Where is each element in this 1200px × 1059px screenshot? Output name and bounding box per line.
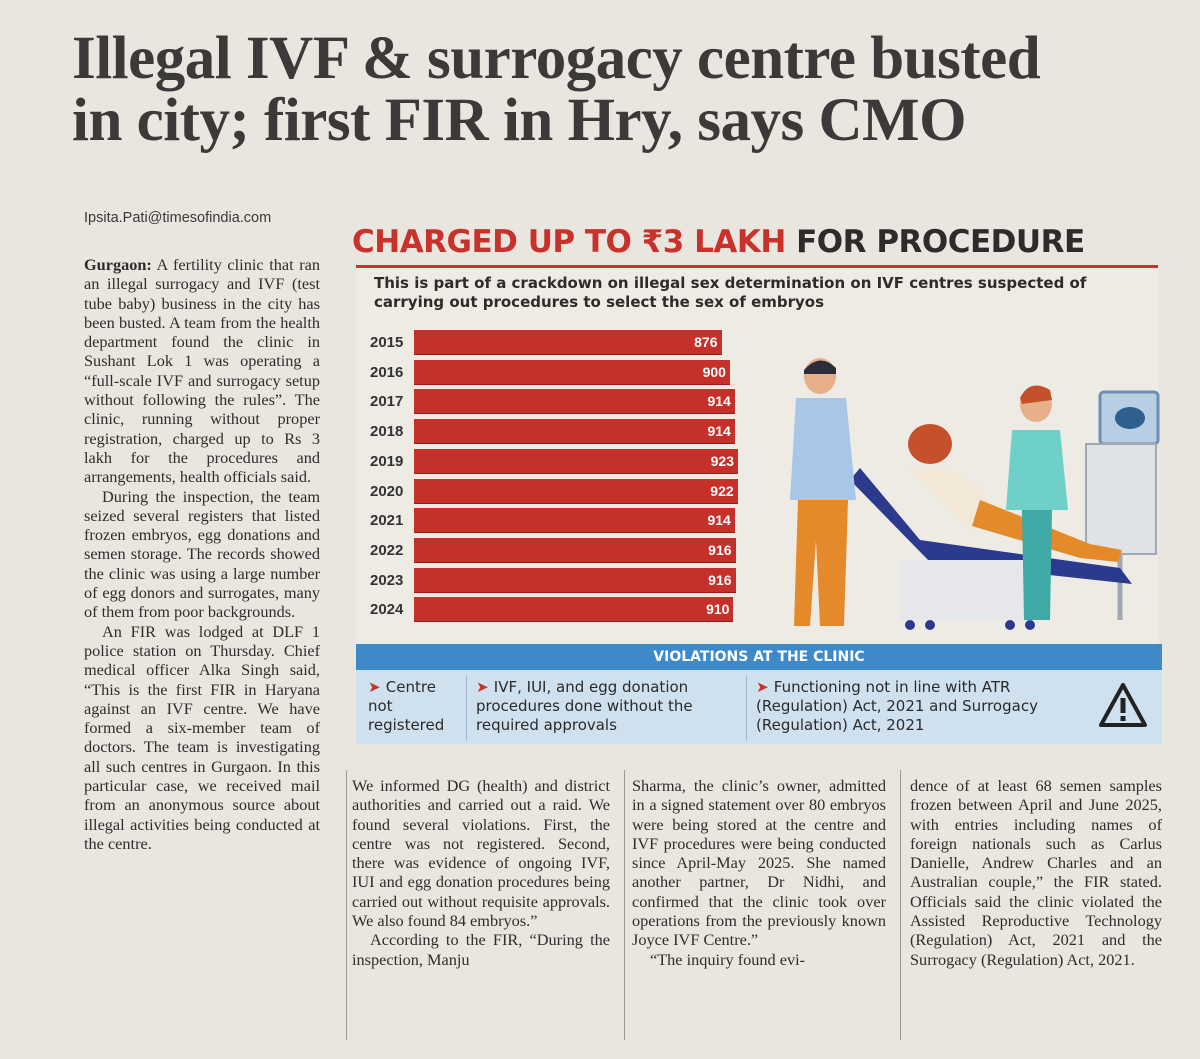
year-label: 2018 xyxy=(370,423,404,441)
doctor-hair xyxy=(804,360,836,374)
arrow-icon: ➤ xyxy=(476,678,494,696)
bar-value-label: 900 xyxy=(702,363,726,380)
bar-value-label: 923 xyxy=(710,452,734,469)
bar: 923 xyxy=(414,448,738,473)
article-column-4: dence of at least 68 semen samples froze… xyxy=(910,776,1162,969)
bar-value-label: 916 xyxy=(708,541,732,558)
bar: 876 xyxy=(414,330,722,354)
bar-value-label: 922 xyxy=(710,482,734,499)
graphic-title-red: CHARGED UP TO ₹3 LAKH xyxy=(352,224,786,260)
bed-wheel xyxy=(925,620,935,630)
bar: 914 xyxy=(414,508,735,533)
article-paragraph: dence of at least 68 semen samples froze… xyxy=(910,776,1162,969)
article-paragraph: An FIR was lodged at DLF 1 police statio… xyxy=(84,621,320,853)
column-rule xyxy=(900,770,901,1040)
article-paragraph: Gurgaon: A fertility clinic that ran an … xyxy=(84,255,320,487)
bed-base xyxy=(900,560,1040,620)
graphic-title: CHARGED UP TO ₹3 LAKH FOR PROCEDURE xyxy=(352,222,1172,262)
headline-line-1: Illegal IVF & surrogacy centre busted xyxy=(72,25,1041,92)
clinic-illustration xyxy=(790,358,1160,630)
bar: 910 xyxy=(414,597,734,622)
bar: 914 xyxy=(414,419,735,444)
article-paragraph: Sharma, the clinic’s owner, admitted in … xyxy=(632,776,886,950)
violation-text: Functioning not in line with ATR (Regula… xyxy=(756,678,1038,734)
bed-wheel xyxy=(1005,620,1015,630)
dateline: Gurgaon: xyxy=(84,255,152,274)
arrow-icon: ➤ xyxy=(756,678,774,696)
column-rule xyxy=(624,770,625,1040)
patient-head xyxy=(908,424,952,464)
doctor-legs xyxy=(794,500,848,626)
year-label: 2021 xyxy=(370,512,404,530)
year-label: 2024 xyxy=(370,601,404,619)
article-paragraph: During the inspection, the team seized s… xyxy=(84,486,320,622)
ultrasound-screen-image xyxy=(1115,407,1145,429)
year-label: 2020 xyxy=(370,482,404,500)
year-label: 2015 xyxy=(370,334,404,351)
violation-divider xyxy=(466,676,467,740)
headline-line-2: in city; first FIR in Hry, says CMO xyxy=(72,87,967,154)
doctor-body xyxy=(790,398,856,500)
bed-wheel xyxy=(1025,620,1035,630)
violation-divider xyxy=(746,676,747,740)
violation-item: ➤ Functioning not in line with ATR (Regu… xyxy=(756,678,1066,735)
article-column-3: Sharma, the clinic’s owner, admitted in … xyxy=(632,776,886,969)
bar-value-label: 876 xyxy=(694,334,718,350)
bar: 916 xyxy=(414,537,736,562)
nurse-hair xyxy=(1020,385,1052,404)
year-label: 2019 xyxy=(370,452,404,470)
article-paragraph: “The inquiry found evi- xyxy=(650,949,806,969)
nurse-body xyxy=(1006,430,1068,510)
bar: 900 xyxy=(414,359,730,384)
violations-box: ➤ Centre not registered ➤ IVF, IUI, and … xyxy=(356,670,1162,744)
headline: Illegal IVF & surrogacy centre busted in… xyxy=(72,28,1172,152)
bar: 916 xyxy=(414,567,736,592)
warning-icon xyxy=(1099,683,1147,727)
article-paragraph: According to the FIR, “During the inspec… xyxy=(352,930,610,969)
paragraph-text: A fertility clinic that ran an illegal s… xyxy=(84,255,320,487)
column-rule xyxy=(346,770,347,1040)
bed-wheel xyxy=(905,620,915,630)
year-label: 2016 xyxy=(370,363,404,381)
year-label: 2023 xyxy=(370,571,404,589)
arrow-icon: ➤ xyxy=(368,678,386,696)
graphic-title-dark: FOR PROCEDURE xyxy=(785,224,1085,260)
year-label: 2022 xyxy=(370,541,404,559)
bar-value-label: 914 xyxy=(707,393,731,410)
nurse-legs xyxy=(1022,510,1052,620)
ultrasound-machine xyxy=(1085,443,1157,555)
bar: 914 xyxy=(414,389,735,414)
year-label: 2017 xyxy=(370,393,404,411)
article-column-2: We informed DG (health) and district aut… xyxy=(352,776,610,969)
article-column-1: Gurgaon: A fertility clinic that ran an … xyxy=(84,255,320,853)
violation-item: ➤ IVF, IUI, and egg donation procedures … xyxy=(476,678,738,735)
byline[interactable]: Ipsita.Pati@timesofindia.com xyxy=(84,210,272,226)
violation-text: Centre not registered xyxy=(368,678,445,734)
bar-value-label: 914 xyxy=(707,512,731,529)
violation-item: ➤ Centre not registered xyxy=(368,678,464,735)
bar: 922 xyxy=(414,478,738,503)
bar-value-label: 914 xyxy=(707,423,731,440)
bar-value-label: 910 xyxy=(706,601,730,618)
graphic-subtitle: This is part of a crackdown on illegal s… xyxy=(374,274,1087,311)
article-paragraph: We informed DG (health) and district aut… xyxy=(352,776,610,931)
bar-value-label: 916 xyxy=(708,571,732,588)
violations-banner: VIOLATIONS AT THE CLINIC xyxy=(356,644,1162,670)
violation-text: IVF, IUI, and egg donation procedures do… xyxy=(476,678,693,734)
